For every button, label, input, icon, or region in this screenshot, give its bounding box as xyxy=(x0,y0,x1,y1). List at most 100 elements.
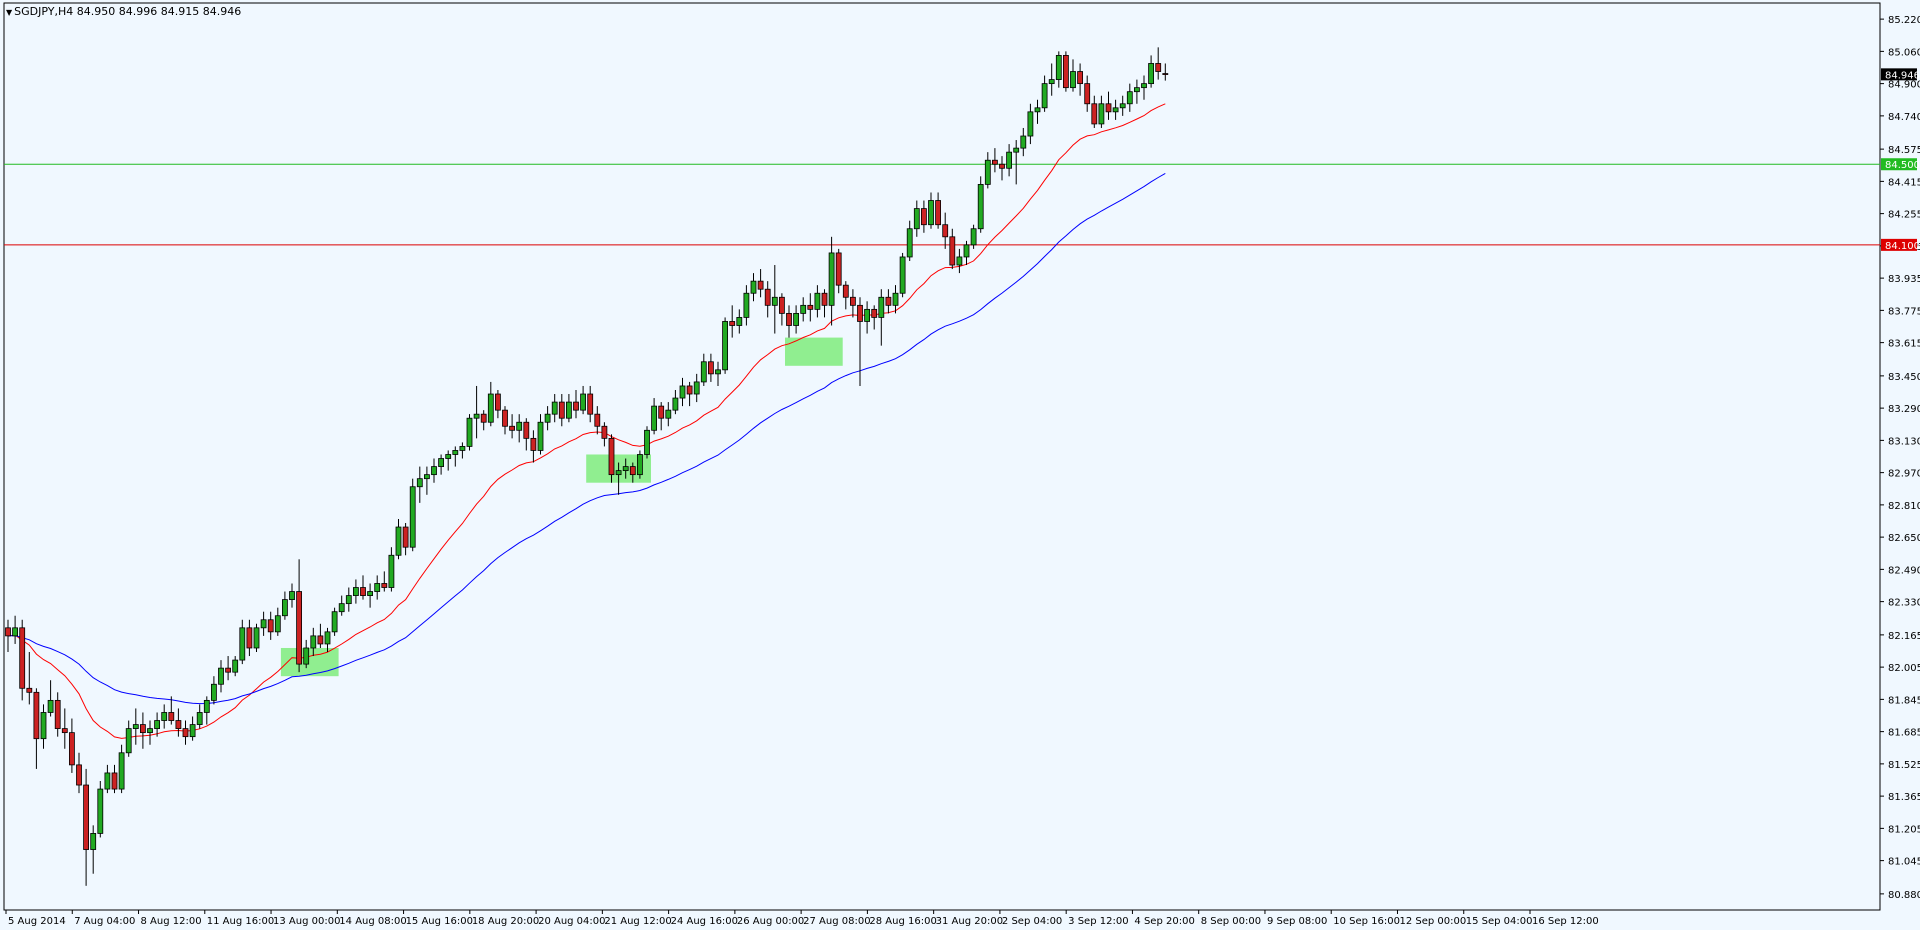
candle-body xyxy=(1091,103,1098,125)
candle xyxy=(637,450,643,479)
candle-body xyxy=(33,691,40,740)
candle-body xyxy=(352,587,359,596)
candle xyxy=(771,265,778,334)
candle-body xyxy=(239,627,246,661)
candle xyxy=(1105,91,1112,120)
candles xyxy=(5,47,1169,886)
candle-body xyxy=(317,635,324,645)
x-tick-label: 20 Aug 04:00 xyxy=(538,916,605,927)
candle xyxy=(154,712,161,737)
symbol-label: SGDJPY,H4 xyxy=(14,5,74,18)
candle xyxy=(537,414,544,455)
candle-body xyxy=(154,720,161,730)
candle-body xyxy=(147,728,153,734)
candle-body xyxy=(445,454,452,459)
current-price-tag-label: 84.946 xyxy=(1885,70,1920,81)
candle-body xyxy=(608,437,615,476)
support-tag-label: 84.500 xyxy=(1885,160,1920,171)
highlight-zone-3 xyxy=(785,337,843,366)
y-tick-label: 81.845 xyxy=(1888,695,1920,706)
candle-body xyxy=(47,699,54,713)
candle-body xyxy=(899,256,906,294)
candle xyxy=(1098,95,1105,128)
price-tags: 84.946 84.500 84.100 xyxy=(1881,68,1920,252)
candle xyxy=(289,583,295,608)
candle xyxy=(850,289,856,318)
candle xyxy=(416,466,423,503)
candle-body xyxy=(573,401,579,411)
candle-body xyxy=(544,413,551,423)
time-axis: 5 Aug 2014 7 Aug 04:00 8 Aug 12:00 11 Aug 1… xyxy=(5,910,1599,927)
candle-body xyxy=(750,280,757,294)
candle-body xyxy=(651,405,657,431)
candle-body xyxy=(26,687,33,693)
candle xyxy=(76,752,82,794)
y-tick-label: 82.810 xyxy=(1888,501,1920,512)
candle-body xyxy=(289,591,295,601)
candle xyxy=(1013,140,1020,185)
y-tick-label: 85.220 xyxy=(1888,15,1920,26)
candle xyxy=(686,381,693,407)
y-tick-label: 84.255 xyxy=(1888,210,1920,221)
candle-body xyxy=(494,393,501,411)
candle-body xyxy=(111,772,118,790)
candle-body xyxy=(1063,55,1069,89)
x-tick-label: 10 Sep 16:00 xyxy=(1333,916,1400,927)
candle xyxy=(381,571,388,592)
y-tick-label: 81.045 xyxy=(1888,857,1920,868)
candle xyxy=(459,442,466,459)
candle xyxy=(360,575,366,600)
candle xyxy=(523,418,530,451)
candle xyxy=(594,406,601,435)
candle xyxy=(310,627,317,657)
candle-body xyxy=(629,466,636,476)
candle-body xyxy=(558,401,565,419)
candle xyxy=(1006,144,1012,177)
candle-body xyxy=(409,486,416,548)
candle-body xyxy=(665,409,672,419)
candle xyxy=(367,583,374,608)
candle-body xyxy=(587,393,594,415)
y-tick-label: 83.615 xyxy=(1888,339,1920,350)
dropdown-arrow-icon[interactable]: ▼ xyxy=(6,8,13,17)
y-tick-label: 83.450 xyxy=(1888,372,1920,383)
x-tick-label: 11 Aug 16:00 xyxy=(207,916,274,927)
candle xyxy=(693,373,700,403)
candle xyxy=(1077,63,1083,96)
candle-body xyxy=(658,405,665,419)
candle xyxy=(395,518,402,560)
candle xyxy=(111,764,118,794)
candle xyxy=(800,297,807,322)
candle-body xyxy=(686,385,693,395)
candle xyxy=(573,389,579,419)
candle xyxy=(26,652,33,705)
candle xyxy=(69,718,75,773)
candle-body xyxy=(913,208,920,230)
candle xyxy=(729,305,736,338)
candle xyxy=(928,192,934,229)
candle-body xyxy=(168,712,175,721)
resistance-tag xyxy=(1881,238,1917,251)
y-tick-label: 84.740 xyxy=(1888,112,1920,123)
y-tick-label: 82.165 xyxy=(1888,631,1920,642)
candle-body xyxy=(1006,151,1012,169)
candle xyxy=(445,450,452,471)
x-tick-label: 3 Sep 12:00 xyxy=(1068,916,1128,927)
candle xyxy=(992,148,998,173)
candle-body xyxy=(601,425,608,439)
candle-body xyxy=(814,292,821,310)
candle xyxy=(779,293,785,326)
candle xyxy=(274,607,281,636)
x-tick-label: 9 Sep 08:00 xyxy=(1267,916,1327,927)
candle-body xyxy=(935,200,941,226)
candle xyxy=(260,611,267,636)
candle xyxy=(338,595,345,616)
candle-body xyxy=(40,712,47,740)
candle xyxy=(700,353,707,386)
candle-body xyxy=(594,413,601,427)
candle xyxy=(679,377,686,407)
candle xyxy=(899,252,906,298)
x-tick-label: 21 Aug 12:00 xyxy=(604,916,671,927)
highlight-zone-1 xyxy=(280,647,339,677)
